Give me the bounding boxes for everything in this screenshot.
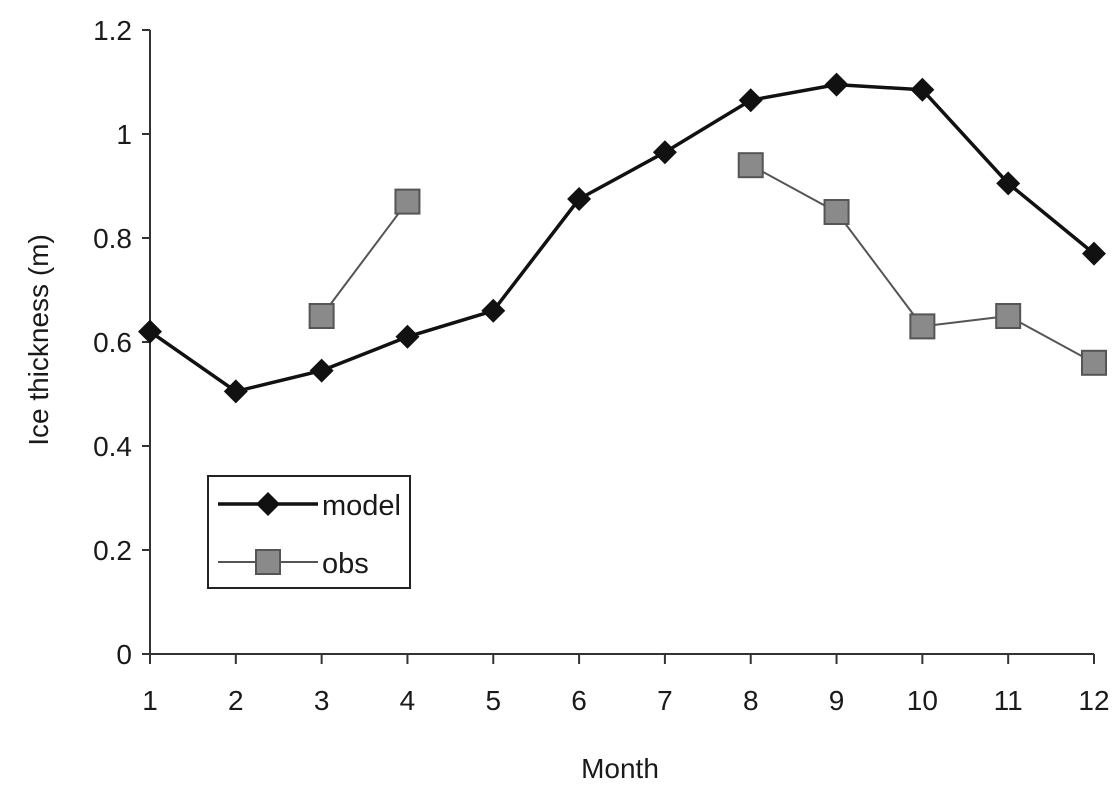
data-point-obs [909, 313, 936, 340]
data-point-model [395, 324, 420, 349]
series-lines [148, 82, 1096, 394]
x-tick-label: 6 [571, 685, 587, 716]
legend-box [207, 475, 411, 589]
y-tick-label: 1.2 [93, 15, 132, 46]
y-tick-label: 1 [116, 119, 132, 150]
x-tick-label: 9 [829, 685, 845, 716]
x-tick-label: 2 [228, 685, 244, 716]
x-axis-title: Month [581, 753, 659, 784]
data-point-model [652, 140, 677, 165]
x-tick-label: 8 [743, 685, 759, 716]
x-tick-label: 10 [907, 685, 938, 716]
data-point-model [138, 319, 162, 344]
legend-label-obs: obs [322, 548, 369, 580]
y-axis-title: Ice thickness (m) [23, 234, 54, 446]
legend-model-marker [256, 492, 280, 516]
x-tick-label: 12 [1078, 685, 1109, 716]
axes: 00.20.40.60.811.21 2 3 4 5 6 7 8 9 10 11 12 [93, 15, 1110, 716]
legend-obs-marker [255, 549, 281, 575]
data-point-obs [737, 152, 764, 179]
x-tick-label: 3 [314, 685, 330, 716]
y-tick-label: 0.8 [93, 223, 132, 254]
data-point-obs [308, 303, 335, 329]
data-point-model [738, 88, 763, 113]
x-tick-label: 4 [400, 685, 416, 716]
data-point-obs [823, 199, 850, 225]
series-markers [138, 72, 1107, 404]
legend: model obs [207, 475, 411, 589]
data-point-obs [394, 188, 421, 215]
legend-label-model: model [322, 490, 401, 522]
data-point-model [824, 72, 849, 97]
data-point-obs [995, 303, 1022, 329]
y-tick-label: 0.2 [93, 535, 132, 566]
data-point-obs [1081, 349, 1107, 376]
y-tick-label: 0 [116, 639, 132, 670]
y-tick-label: 0.4 [93, 431, 132, 462]
data-point-model [996, 171, 1021, 196]
data-point-model [223, 379, 248, 404]
data-point-model [481, 298, 506, 323]
y-tick-label: 0.6 [93, 327, 132, 358]
data-point-model [309, 358, 334, 383]
x-tick-label: 11 [994, 685, 1023, 716]
series-line-obs [320, 200, 409, 317]
data-point-model [910, 77, 935, 102]
x-tick-label: 7 [657, 685, 673, 716]
data-point-model [1082, 241, 1106, 266]
x-tick-label: 1 [142, 685, 158, 716]
data-point-model [567, 187, 592, 211]
series-line-model [148, 82, 1096, 394]
x-tick-label: 5 [485, 685, 501, 716]
